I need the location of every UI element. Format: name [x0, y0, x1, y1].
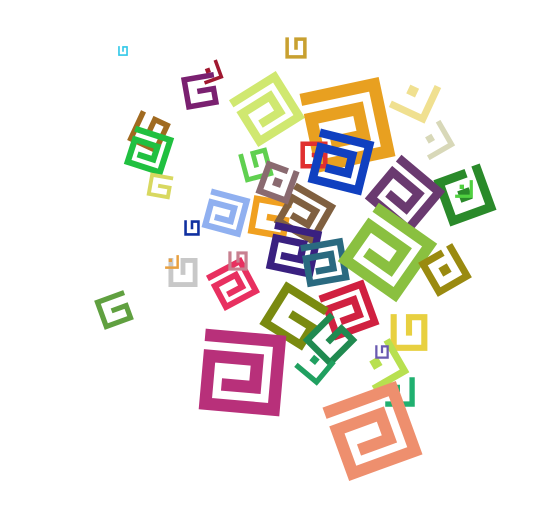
glyph	[117, 45, 129, 57]
glyph-shape	[371, 161, 439, 229]
glyph	[418, 123, 451, 156]
glyph-shape	[149, 175, 171, 197]
glyph-shape	[117, 45, 129, 57]
glyph-shape	[259, 164, 295, 200]
glyph	[259, 164, 295, 200]
glyph	[287, 39, 305, 57]
glyph	[394, 317, 425, 348]
glyph-shape	[287, 39, 305, 57]
glyph-shape	[184, 220, 200, 236]
glyph-shape	[205, 335, 279, 409]
glyph-shape	[198, 59, 224, 85]
glyph-shape	[171, 260, 195, 284]
glyph	[205, 192, 246, 233]
glyph	[184, 220, 200, 236]
glyph	[235, 77, 299, 141]
glyph	[371, 161, 439, 229]
glyph	[374, 344, 390, 360]
glyph	[198, 59, 224, 85]
glyph-shape	[394, 76, 437, 119]
glyph-shape	[323, 284, 375, 336]
glyph-shape	[235, 77, 299, 141]
glyph	[128, 130, 171, 173]
glyph	[323, 284, 375, 336]
glyph-shape	[97, 293, 130, 326]
glyph	[97, 293, 130, 326]
glyph-shape	[330, 389, 415, 474]
glyph	[298, 348, 332, 382]
glyph-shape	[298, 348, 332, 382]
glyph-shape	[418, 123, 451, 156]
glyph-shape	[394, 317, 425, 348]
glyph	[394, 76, 437, 119]
glyph-shape	[128, 130, 171, 173]
glyph	[205, 335, 279, 409]
glyph-shape	[205, 192, 246, 233]
glyph-shape	[374, 344, 390, 360]
glyph	[330, 389, 415, 474]
glyph	[149, 175, 171, 197]
glyph	[171, 260, 195, 284]
